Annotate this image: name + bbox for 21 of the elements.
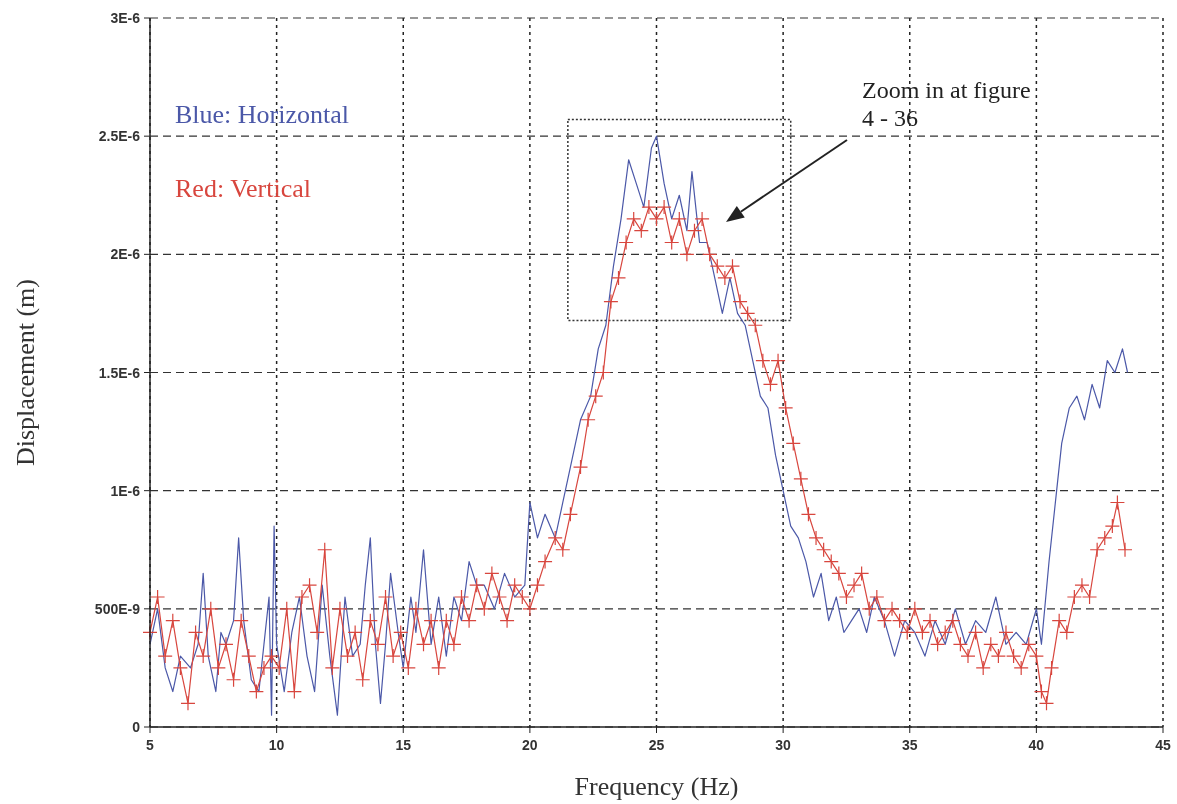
y-tick-label: 1.5E-6: [98, 364, 141, 381]
y-tick-label: 2.5E-6: [98, 128, 141, 145]
x-tick-label: 45: [1155, 737, 1171, 753]
x-tick-label: 35: [901, 737, 918, 753]
y-tick-label: 0: [132, 719, 141, 735]
x-axis-title: Frequency (Hz): [574, 772, 739, 801]
y-axis-title: Displacement (m): [11, 279, 40, 466]
x-tick-label: 15: [395, 737, 412, 753]
y-tick-label: 500E-9: [94, 600, 141, 617]
y-tick-label: 2E-6: [110, 246, 141, 263]
x-tick-label: 40: [1028, 737, 1045, 753]
text: Red: Vertical: [175, 174, 311, 203]
annotation: Zoom in at figure 4 - 36: [862, 77, 1031, 131]
y-tick-label: 3E-6: [110, 10, 141, 26]
x-tick-label: 30: [775, 737, 792, 753]
x-tick-label: 10: [268, 737, 285, 753]
text: Blue: Horizontal: [175, 100, 350, 129]
x-tick-label: 20: [522, 737, 538, 753]
x-tick-label: 25: [648, 737, 665, 753]
y-tick-label: 1E-6: [110, 482, 141, 499]
x-tick-label: 5: [146, 737, 155, 753]
